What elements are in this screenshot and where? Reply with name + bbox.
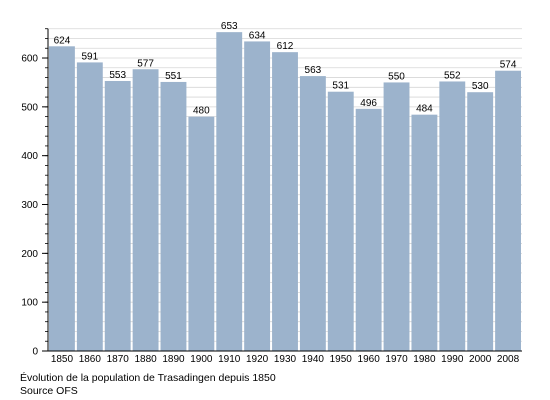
- x-tick-label: 1940: [302, 354, 325, 365]
- bar: [104, 80, 131, 352]
- x-tick-label: 1930: [274, 354, 297, 365]
- bar-value-label: 624: [54, 35, 71, 46]
- y-tick-label: 400: [21, 151, 38, 162]
- bar: [160, 81, 187, 351]
- x-tick-label: 1850: [51, 354, 74, 365]
- bar-value-label: 552: [444, 70, 461, 81]
- bar: [49, 46, 75, 351]
- bar: [216, 32, 243, 351]
- bar: [244, 41, 271, 352]
- bar: [132, 69, 159, 351]
- bar-value-label: 480: [193, 106, 210, 117]
- bar-value-label: 553: [109, 70, 126, 81]
- bar: [188, 116, 215, 351]
- x-tick-label: 1920: [246, 354, 269, 365]
- x-tick-label: 1900: [190, 354, 213, 365]
- y-tick-label: 200: [21, 249, 38, 260]
- bar-value-label: 612: [277, 41, 294, 52]
- x-tick-label: 1880: [134, 354, 157, 365]
- bar-value-label: 563: [305, 65, 322, 76]
- y-tick-label: 0: [32, 347, 38, 358]
- bar-value-label: 574: [500, 60, 517, 71]
- y-tick-label: 100: [21, 298, 38, 309]
- bar: [299, 76, 326, 351]
- bar-value-label: 551: [165, 71, 182, 82]
- bar: [467, 92, 494, 352]
- bar-value-label: 531: [332, 81, 349, 92]
- y-tick-label: 300: [21, 200, 38, 211]
- axes: [42, 28, 522, 352]
- x-tick-label: 1870: [107, 354, 130, 365]
- x-tick-label: 1970: [385, 354, 408, 365]
- x-tick-label: 1890: [162, 354, 185, 365]
- bar-value-label: 550: [388, 71, 405, 82]
- labels: 0 100 200 300 400 500 600 1850 1860 1870 1880 1890 1…: [21, 21, 519, 365]
- x-tick-label: 1860: [79, 354, 102, 365]
- chart-source: Source OFS: [20, 385, 78, 397]
- bar: [439, 81, 466, 351]
- bar: [327, 91, 354, 351]
- x-tick-label: 1910: [218, 354, 241, 365]
- bar-value-label: 496: [360, 98, 377, 109]
- y-tick-label: 600: [21, 54, 38, 65]
- bar: [495, 70, 521, 352]
- x-tick-label: 1990: [441, 354, 464, 365]
- bar-value-label: 530: [472, 81, 489, 92]
- x-tick-label: 2008: [497, 354, 520, 365]
- y-tick-label: 500: [21, 102, 38, 113]
- bar-value-label: 577: [137, 58, 154, 69]
- x-tick-label: 2000: [469, 354, 492, 365]
- bar: [76, 62, 103, 351]
- bar: [355, 108, 382, 352]
- bar: [411, 114, 438, 351]
- bar-value-label: 591: [81, 51, 98, 62]
- x-tick-label: 1980: [413, 354, 436, 365]
- bar: [383, 82, 410, 351]
- chart-caption: Évolution de la population de Trasadinge…: [20, 372, 276, 384]
- bar-value-label: 634: [249, 30, 266, 41]
- bar-value-label: 653: [221, 21, 238, 32]
- x-tick-label: 1950: [330, 354, 353, 365]
- bar: [272, 52, 298, 351]
- bar-value-label: 484: [416, 104, 433, 115]
- x-tick-label: 1960: [358, 354, 381, 365]
- bars: [49, 32, 521, 352]
